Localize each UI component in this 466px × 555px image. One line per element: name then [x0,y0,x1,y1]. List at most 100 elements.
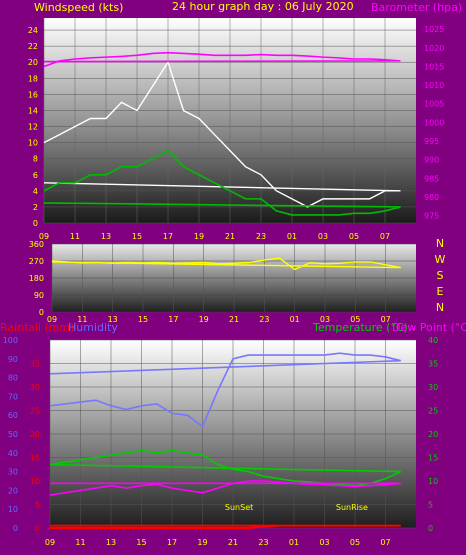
direction-x-tick-label: 23 [259,315,269,324]
wind-x-tick-label: 19 [194,232,204,241]
direction-y-tick-label: 0 [39,308,44,317]
temperature-x-tick-label: 19 [197,538,207,547]
temperature-x-tick-label: 11 [75,538,85,547]
humidity-y-tick-label: 0 [13,524,18,533]
rainfall-y-tick-label: 30 [30,383,40,392]
wind-y-tick-label: 24 [28,26,38,35]
temperature-series [49,449,402,487]
humidity-y-tick-label: 80 [8,374,18,383]
wind-x-tick-label: 23 [256,232,266,241]
rainfall-y-axis: 0 5 10 15 20 25 30 35 [30,360,40,534]
wind-x-tick-label: 21 [225,232,235,241]
direction-x-tick-label: 11 [77,315,87,324]
graph-day-title: 24 hour graph day : 06 July 2020 [172,0,354,13]
wind-y-tick-label: 14 [28,106,38,115]
barometer-y-axis: 975 980 985 990 995 1000 1005 1010 1015 1020 1025 [424,25,444,220]
wind-y-tick-label: 18 [28,74,38,83]
direction-x-tick-label: 09 [47,315,57,324]
wind-x-tick-label: 11 [70,232,80,241]
wind-direction-series [51,257,401,271]
barometer-title: Barometer (hpa) [371,1,462,14]
wind-gust-series [43,60,401,208]
humidity-y-tick-label: 70 [8,392,18,401]
temperature-x-tick-label: 09 [45,538,55,547]
direction-y-tick-label: 360 [29,240,44,249]
direction-x-axis: 11 13 15 17 19 21 23 01 03 05 07 09 [47,315,391,324]
wind-average-series [43,149,401,216]
compass-label: W [435,253,446,266]
humidity-y-tick-label: 90 [8,355,18,364]
wind-x-tick-label: 17 [163,232,173,241]
temperature-y-tick-label: 40 [428,336,438,345]
humidity-y-tick-label: 100 [3,336,18,345]
temperature-y-tick-label: 25 [428,407,438,416]
temperature-x-tick-label: 15 [136,538,146,547]
temperature-y-tick-label: 10 [428,477,438,486]
wind-y-tick-label: 6 [33,171,38,180]
wind-y-tick-label: 12 [28,123,38,132]
wind-y-tick-label: 4 [33,187,38,196]
temperature-y-tick-label: 5 [428,501,433,510]
wind-x-axis: 11 13 15 17 19 21 23 01 03 05 07 09 [39,232,390,241]
temperature-x-tick-label: 23 [258,538,268,547]
rainfall-y-tick-label: 5 [35,501,40,510]
rainfall-y-tick-label: 10 [30,477,40,486]
temperature-y-tick-label: 30 [428,383,438,392]
wind-x-tick-label: 05 [349,232,359,241]
wind-y-tick-label: 20 [28,58,38,67]
barometer-y-tick-label: 985 [424,174,439,183]
direction-x-tick-label: 03 [320,315,330,324]
temperature-y-tick-label: 0 [428,524,433,533]
humidity-y-tick-label: 30 [8,468,18,477]
humidity-y-tick-label: 20 [8,486,18,495]
direction-y-tick-label: 90 [34,291,44,300]
humidity-y-tick-label: 40 [8,449,18,458]
temperature-y-tick-label: 35 [428,360,438,369]
direction-y-tick-label: 270 [29,257,44,266]
barometer-y-tick-label: 1020 [424,44,444,53]
direction-y-axis: 0 90 180 270 360 [29,240,44,317]
wind-x-tick-label: 13 [101,232,111,241]
temperature-x-tick-label: 03 [319,538,329,547]
humidity-y-tick-label: 60 [8,411,18,420]
rainfall-y-tick-label: 15 [30,454,40,463]
direction-x-tick-label: 17 [168,315,178,324]
wind-gridlines [43,18,416,224]
wind-x-tick-label: 15 [132,232,142,241]
sun-event-label: SunRise [336,503,368,512]
barometer-series [43,51,401,68]
barometer-y-tick-label: 980 [424,193,439,202]
direction-x-tick-label: 19 [199,315,209,324]
compass-label: S [437,269,444,282]
wind-y-tick-label: 16 [28,90,38,99]
direction-x-tick-label: 01 [290,315,300,324]
compass-label: N [436,237,444,250]
wind-y-tick-label: 10 [28,139,38,148]
humidity-series [49,352,401,428]
temperature-y-axis: 0 5 10 15 20 25 30 35 40 [428,336,438,533]
wind-x-tick-label: 03 [318,232,328,241]
wind-y-tick-label: 0 [33,219,38,228]
wind-x-tick-label: 07 [380,232,390,241]
temperature-x-tick-label: 07 [380,538,390,547]
humidity-y-tick-label: 10 [8,505,18,514]
barometer-y-tick-label: 1015 [424,62,444,71]
direction-x-tick-label: 15 [138,315,148,324]
temperature-y-tick-label: 20 [428,430,438,439]
dewpoint-series [49,480,401,496]
temperature-x-tick-label: 13 [106,538,116,547]
barometer-y-tick-label: 1000 [424,118,444,127]
wind-x-tick-label: 01 [287,232,297,241]
direction-y-tick-label: 180 [29,274,44,283]
direction-x-tick-label: 07 [381,315,391,324]
rainfall-y-tick-label: 25 [30,407,40,416]
barometer-y-tick-label: 1010 [424,81,444,90]
dewpoint-title: Dew Point (°C) [392,321,466,334]
barometer-y-tick-label: 975 [424,212,439,221]
temperature-x-tick-label: 05 [350,538,360,547]
temperature-x-tick-label: 01 [289,538,299,547]
barometer-y-tick-label: 990 [424,156,439,165]
direction-x-tick-label: 05 [350,315,360,324]
